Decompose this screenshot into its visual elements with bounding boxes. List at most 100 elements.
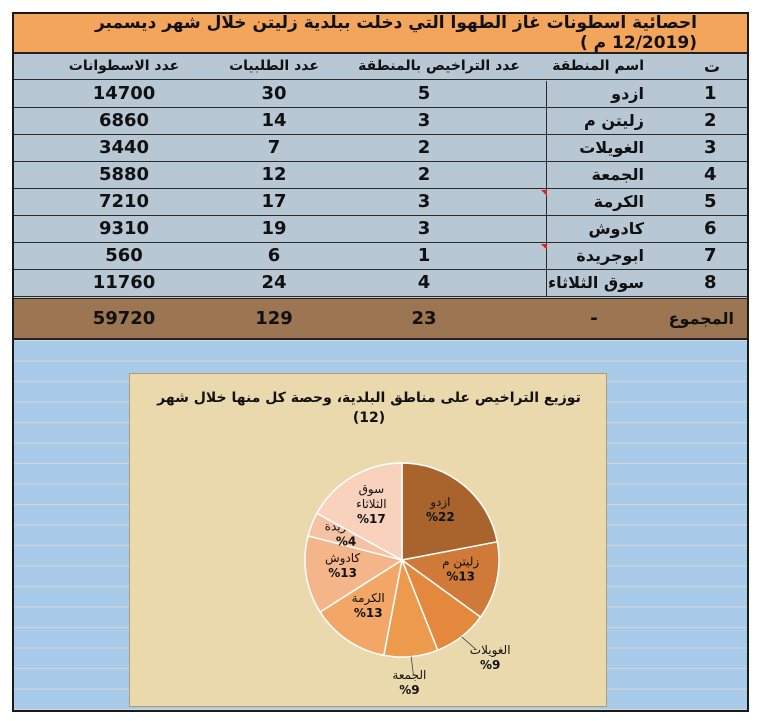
cell-licenses[interactable]: 4 bbox=[417, 272, 431, 293]
slice-percent: %13 bbox=[446, 570, 475, 584]
slice-percent: %17 bbox=[357, 512, 386, 526]
table-title-bar[interactable]: احصائية اسطونات غاز الطهوا التي دخلت ببل… bbox=[14, 14, 747, 54]
cell-licenses[interactable]: 3 bbox=[417, 191, 431, 212]
pie-slice[interactable] bbox=[400, 540, 500, 619]
leader-line bbox=[461, 636, 477, 650]
cell-requests[interactable]: 24 bbox=[261, 272, 287, 293]
comment-indicator-icon[interactable] bbox=[541, 244, 547, 250]
table-row: 2 زليتن م 3 14 6860 bbox=[14, 108, 747, 135]
cell-cylinders[interactable]: 11760 bbox=[92, 272, 156, 293]
pie-slice[interactable] bbox=[304, 534, 404, 614]
cell-area[interactable]: زليتن م bbox=[584, 111, 644, 130]
slice-label: زليتن م bbox=[442, 555, 479, 570]
cell-index[interactable]: 2 bbox=[704, 110, 717, 131]
column-divider bbox=[546, 162, 547, 188]
slice-percent: %9 bbox=[399, 683, 419, 697]
total-licenses[interactable]: 23 bbox=[411, 308, 437, 329]
pie-chart[interactable]: توزيع التراخيص على مناطق البلدية، وحصة ك… bbox=[129, 373, 607, 707]
table-row: 7 ابوجريدة 1 6 560 bbox=[14, 243, 747, 270]
cell-requests[interactable]: 14 bbox=[261, 110, 287, 131]
cell-licenses[interactable]: 3 bbox=[417, 110, 431, 131]
slice-percent: %13 bbox=[354, 606, 383, 620]
cell-licenses[interactable]: 1 bbox=[417, 245, 431, 266]
cell-index[interactable]: 3 bbox=[704, 137, 717, 158]
pie-slice[interactable] bbox=[319, 558, 404, 657]
total-row: المجموع - 23 129 59720 bbox=[14, 298, 747, 340]
leader-line bbox=[410, 656, 414, 675]
table-frame: احصائية اسطونات غاز الطهوا التي دخلت ببل… bbox=[12, 12, 749, 712]
column-divider bbox=[546, 108, 547, 134]
pie-slice[interactable] bbox=[401, 462, 499, 561]
cell-requests[interactable]: 12 bbox=[261, 164, 287, 185]
slice-label: ازدو bbox=[429, 495, 450, 510]
slice-label: كادوش bbox=[325, 551, 360, 566]
cell-area[interactable]: الغويلات bbox=[579, 138, 644, 157]
column-divider bbox=[546, 270, 547, 296]
empty-cells-area[interactable]: توزيع التراخيص على مناطق البلدية، وحصة ك… bbox=[14, 340, 747, 710]
column-divider bbox=[546, 243, 547, 269]
pie-slice[interactable] bbox=[315, 462, 403, 562]
cell-cylinders[interactable]: 560 bbox=[105, 245, 143, 266]
cell-cylinders[interactable]: 14700 bbox=[92, 83, 156, 104]
slice-percent: %13 bbox=[328, 566, 357, 580]
cell-requests[interactable]: 19 bbox=[261, 218, 287, 239]
comment-indicator-icon[interactable] bbox=[541, 190, 547, 196]
table-title: احصائية اسطونات غاز الطهوا التي دخلت ببل… bbox=[94, 13, 697, 53]
table-row: 3 الغويلات 2 7 3440 bbox=[14, 135, 747, 162]
table-row: 4 الجمعة 2 12 5880 bbox=[14, 162, 747, 189]
table-row: 5 الكرمة 3 17 7210 bbox=[14, 189, 747, 216]
slice-percent: %9 bbox=[480, 658, 500, 672]
cell-requests[interactable]: 7 bbox=[267, 137, 281, 158]
cell-licenses[interactable]: 3 bbox=[417, 218, 431, 239]
header-area[interactable]: اسم المنطقة bbox=[552, 58, 644, 74]
cell-cylinders[interactable]: 3440 bbox=[98, 137, 150, 158]
header-requests[interactable]: عدد الطلبيات bbox=[229, 58, 319, 74]
column-divider bbox=[546, 135, 547, 161]
total-dash[interactable]: - bbox=[590, 308, 598, 329]
cell-index[interactable]: 6 bbox=[704, 218, 717, 239]
slice-label: الجمعة bbox=[392, 668, 426, 682]
cell-area[interactable]: الجمعة bbox=[591, 165, 644, 184]
table-row: 8 سوق الثلاثاء 4 24 11760 bbox=[14, 270, 747, 297]
cell-cylinders[interactable]: 6860 bbox=[98, 110, 150, 131]
cell-licenses[interactable]: 2 bbox=[417, 164, 431, 185]
total-label[interactable]: المجموع bbox=[668, 309, 734, 328]
cell-area[interactable]: سوق الثلاثاء bbox=[547, 273, 644, 292]
table-row: 1 ازدو 5 30 14700 bbox=[14, 81, 747, 108]
cell-requests[interactable]: 6 bbox=[267, 245, 281, 266]
cell-requests[interactable]: 17 bbox=[261, 191, 287, 212]
table-row: 6 كادوش 3 19 9310 bbox=[14, 216, 747, 243]
cell-area[interactable]: ازدو bbox=[611, 84, 644, 103]
cell-area[interactable]: الكرمة bbox=[593, 192, 644, 211]
cell-index[interactable]: 7 bbox=[704, 245, 717, 266]
cell-cylinders[interactable]: 9310 bbox=[98, 218, 150, 239]
cell-area[interactable]: ابوجريدة bbox=[576, 246, 644, 265]
slice-percent: %4 bbox=[336, 534, 356, 548]
cell-cylinders[interactable]: 7210 bbox=[98, 191, 150, 212]
header-row: ت اسم المنطقة عدد التراخيص بالمنطقة عدد … bbox=[14, 54, 747, 80]
cell-licenses[interactable]: 5 bbox=[417, 83, 431, 104]
cell-index[interactable]: 8 bbox=[704, 272, 717, 293]
cell-index[interactable]: 4 bbox=[704, 164, 717, 185]
header-cylinders[interactable]: عدد الاسطوانات bbox=[68, 58, 180, 74]
cell-cylinders[interactable]: 5880 bbox=[98, 164, 150, 185]
slice-percent: %22 bbox=[426, 510, 455, 524]
slice-label: الغويلات bbox=[470, 643, 511, 658]
header-index[interactable]: ت bbox=[704, 57, 721, 76]
total-requests[interactable]: 129 bbox=[255, 308, 293, 329]
cell-index[interactable]: 5 bbox=[704, 191, 717, 212]
column-divider bbox=[546, 81, 547, 107]
slice-label-2: الثلاثاء bbox=[356, 497, 386, 511]
total-cylinders[interactable]: 59720 bbox=[92, 308, 156, 329]
column-divider bbox=[546, 189, 547, 215]
cell-area[interactable]: كادوش bbox=[588, 219, 644, 238]
slice-label: الكرمة bbox=[352, 591, 385, 606]
cell-licenses[interactable]: 2 bbox=[417, 137, 431, 158]
chart-title-line1: توزيع التراخيص على مناطق البلدية، وحصة ك… bbox=[157, 390, 581, 406]
cell-requests[interactable]: 30 bbox=[261, 83, 287, 104]
cell-index[interactable]: 1 bbox=[704, 83, 717, 104]
header-licenses[interactable]: عدد التراخيص بالمنطقة bbox=[358, 58, 520, 74]
slice-label: سوق bbox=[359, 482, 385, 497]
chart-title: توزيع التراخيص على مناطق البلدية، وحصة ك… bbox=[150, 388, 588, 428]
